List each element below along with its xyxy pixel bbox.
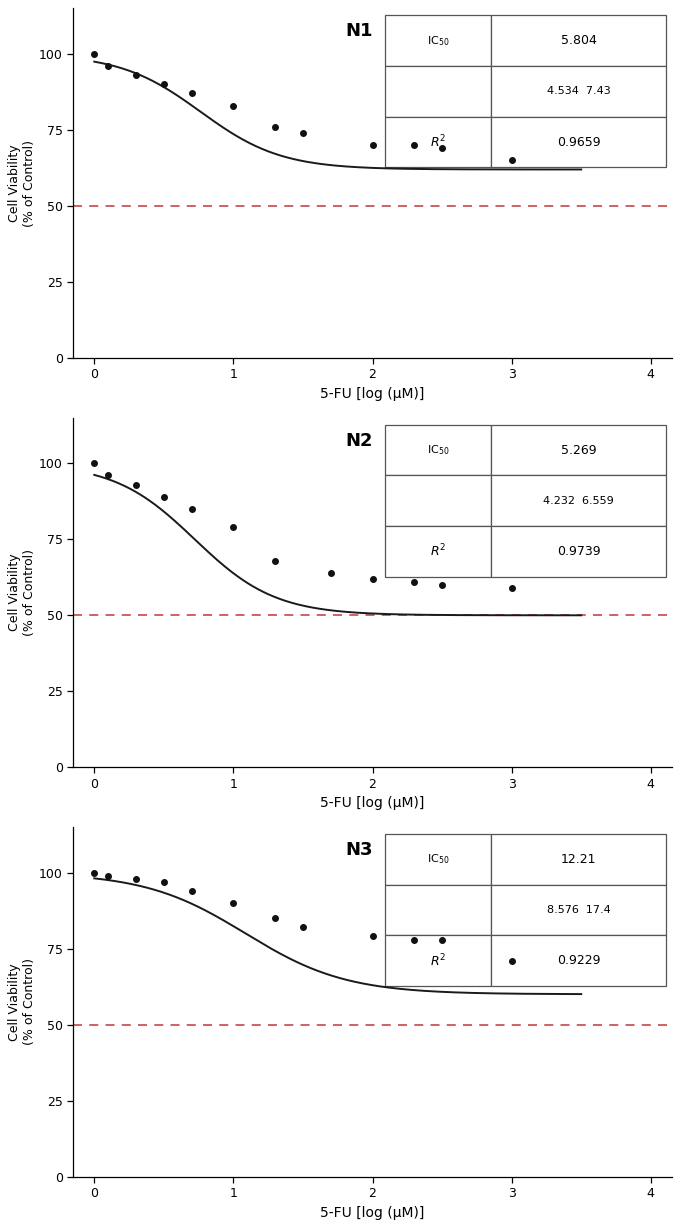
Text: 4.232  6.559: 4.232 6.559 (543, 496, 614, 506)
Bar (492, 526, 666, 577)
Bar (384, 66, 492, 117)
Text: IC$_{50}$: IC$_{50}$ (426, 443, 449, 457)
Bar (384, 475, 492, 526)
Text: IC$_{50}$: IC$_{50}$ (426, 852, 449, 866)
Text: 4.534  7.43: 4.534 7.43 (547, 86, 611, 96)
Bar (492, 834, 666, 884)
Text: 5.269: 5.269 (561, 443, 596, 457)
X-axis label: 5-FU [log (μM)]: 5-FU [log (μM)] (320, 1206, 425, 1219)
Text: IC$_{50}$: IC$_{50}$ (426, 34, 449, 48)
Bar (492, 936, 666, 986)
Bar (384, 526, 492, 577)
Bar (492, 884, 666, 936)
Text: 12.21: 12.21 (561, 853, 596, 866)
X-axis label: 5-FU [log (μM)]: 5-FU [log (μM)] (320, 796, 425, 810)
Text: N1: N1 (345, 22, 373, 41)
Bar (384, 15, 492, 66)
Bar (384, 117, 492, 167)
Text: 5.804: 5.804 (560, 34, 596, 47)
Text: 0.9739: 0.9739 (557, 545, 600, 558)
Text: N2: N2 (345, 432, 373, 449)
Bar (384, 425, 492, 475)
Bar (492, 66, 666, 117)
Text: $R^2$: $R^2$ (430, 543, 446, 560)
Bar (492, 15, 666, 66)
Bar (492, 425, 666, 475)
Text: N3: N3 (345, 841, 373, 860)
Text: 0.9229: 0.9229 (557, 954, 600, 968)
Text: 0.9659: 0.9659 (557, 135, 600, 149)
Text: 8.576  17.4: 8.576 17.4 (547, 905, 611, 915)
Text: $R^2$: $R^2$ (430, 134, 446, 150)
Bar (384, 834, 492, 884)
Bar (492, 475, 666, 526)
Y-axis label: Cell Viability
(% of Control): Cell Viability (% of Control) (8, 958, 36, 1045)
Y-axis label: Cell Viability
(% of Control): Cell Viability (% of Control) (8, 140, 36, 227)
Bar (384, 936, 492, 986)
Bar (384, 884, 492, 936)
X-axis label: 5-FU [log (μM)]: 5-FU [log (μM)] (320, 387, 425, 402)
Y-axis label: Cell Viability
(% of Control): Cell Viability (% of Control) (8, 549, 36, 636)
Text: $R^2$: $R^2$ (430, 953, 446, 969)
Bar (492, 117, 666, 167)
